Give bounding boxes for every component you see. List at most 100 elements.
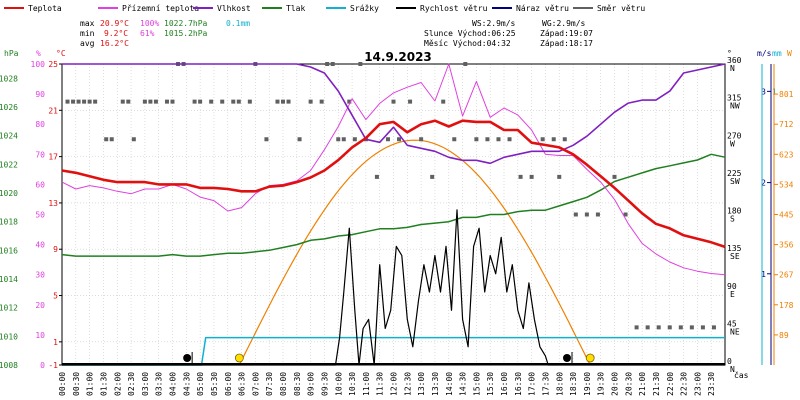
wind-direction-point xyxy=(352,137,357,142)
wind-direction-point xyxy=(634,325,639,330)
wind-direction-point xyxy=(584,212,589,217)
sun-marker xyxy=(234,353,244,363)
stats-max-humidity: 100% xyxy=(140,19,159,28)
wind-direction-point xyxy=(319,99,324,104)
series-line-rychlost-v-tru xyxy=(62,209,725,366)
tick-label-direction-deg: 45 xyxy=(727,319,737,328)
tick-label-temperature: 21 xyxy=(48,106,58,115)
wind-direction-point xyxy=(76,99,81,104)
wind-direction-point xyxy=(557,174,562,179)
tick-label-time: 01:30 xyxy=(99,372,108,396)
wind-direction-point xyxy=(87,99,92,104)
wind-direction-point xyxy=(463,62,468,66)
stats-avg-label: avg xyxy=(80,39,95,48)
tick-label-direction-deg: 90 xyxy=(727,282,737,291)
tick-label-time: 09:30 xyxy=(320,372,329,396)
wind-direction-point xyxy=(452,137,457,142)
tick-label-temperature: 17 xyxy=(48,153,58,162)
wind-direction-point xyxy=(656,325,661,330)
tick-label-humidity: 60 xyxy=(35,180,45,189)
wind-direction-point xyxy=(678,325,683,330)
tick-label-direction-dir: E xyxy=(730,290,735,299)
tick-label-time: 22:30 xyxy=(680,372,689,396)
tick-label-pressure: 1012 xyxy=(0,304,18,313)
tick-label-solar: 623 xyxy=(779,150,794,159)
tick-label-pressure: 1024 xyxy=(0,132,18,141)
tick-label-time: 08:30 xyxy=(293,372,302,396)
tick-label-temperature: 9 xyxy=(53,245,58,254)
tick-label-time: 06:00 xyxy=(224,372,233,396)
tick-label-time: 20:00 xyxy=(611,372,620,396)
tick-label-time: 16:00 xyxy=(500,372,509,396)
tick-label-direction-deg: 0 xyxy=(727,357,732,366)
wind-direction-point xyxy=(104,137,109,142)
tick-label-direction-dir: SW xyxy=(730,177,740,186)
tick-label-time: 05:00 xyxy=(196,372,205,396)
tick-label-time: 23:30 xyxy=(707,372,716,396)
wind-direction-point xyxy=(93,99,98,104)
tick-label-solar: 89 xyxy=(779,331,789,340)
tick-label-time: 04:00 xyxy=(169,372,178,396)
tick-label-direction-dir: N xyxy=(730,365,735,374)
tick-label-time: 07:00 xyxy=(251,372,260,396)
tick-label-humidity: 90 xyxy=(35,90,45,99)
stats-wind-gust: WG:2.9m/s xyxy=(542,19,586,28)
legend-label: Rychlost větru xyxy=(420,4,488,13)
tick-label-direction-deg: 315 xyxy=(727,94,742,103)
wind-direction-point xyxy=(474,137,479,142)
wind-direction-point xyxy=(700,325,705,330)
wind-direction-point xyxy=(612,174,617,179)
tick-label-time: 09:00 xyxy=(307,372,316,396)
tick-label-pressure: 1022 xyxy=(0,160,18,169)
tick-label-direction-deg: 270 xyxy=(727,131,742,140)
tick-label-time: 02:00 xyxy=(113,372,122,396)
wind-direction-point xyxy=(71,99,76,104)
tick-label-temperature: 5 xyxy=(53,292,58,301)
tick-label-time: 08:00 xyxy=(279,372,288,396)
legend-label: Teplota xyxy=(28,4,62,13)
wind-direction-point xyxy=(573,212,578,217)
tick-label-direction-dir: W xyxy=(730,139,735,148)
wind-direction-point xyxy=(65,99,70,104)
wind-direction-point xyxy=(209,99,214,104)
tick-label-solar: 267 xyxy=(779,271,794,280)
sun-marker xyxy=(585,353,595,363)
tick-label-humidity: 0 xyxy=(40,361,45,370)
tick-label-wind: 2 xyxy=(761,179,766,188)
wind-direction-point xyxy=(540,137,545,142)
wind-direction-point xyxy=(247,99,252,104)
stats-moonrise: Měsíc Východ:04:32 xyxy=(424,39,511,48)
tick-label-time: 14:00 xyxy=(445,372,454,396)
tick-label-direction-dir: SE xyxy=(730,252,740,261)
tick-label-time: 12:00 xyxy=(390,372,399,396)
tick-label-time: 13:00 xyxy=(417,372,426,396)
series-line-tlak xyxy=(61,153,726,257)
tick-label-time: 00:00 xyxy=(58,372,67,396)
wind-direction-point xyxy=(164,99,169,104)
axis-unit-humidity: % xyxy=(36,49,41,58)
legend-label: Přízemní teplota xyxy=(122,4,199,13)
tick-label-solar: 534 xyxy=(779,180,794,189)
stats-min-humidity: 61% xyxy=(140,29,155,38)
tick-label-time: 10:30 xyxy=(348,372,357,396)
tick-label-humidity: 30 xyxy=(35,271,45,280)
wind-direction-point xyxy=(341,137,346,142)
tick-label-humidity: 20 xyxy=(35,301,45,310)
wind-direction-point xyxy=(529,174,534,179)
tick-label-pressure: 1008 xyxy=(0,361,18,370)
wind-direction-point xyxy=(286,99,291,104)
stats-sunrise: Slunce Východ:06:25 xyxy=(424,29,516,38)
wind-direction-point xyxy=(198,99,203,104)
wind-direction-point xyxy=(430,174,435,179)
tick-label-solar: 712 xyxy=(779,120,794,129)
wind-direction-point xyxy=(142,99,147,104)
legend-label: Vlhkost xyxy=(217,4,251,13)
wind-direction-point xyxy=(264,137,269,142)
wind-direction-point xyxy=(595,212,600,217)
tick-label-temperature: 13 xyxy=(48,199,58,208)
axis-unit-rain: mm xyxy=(772,49,782,58)
wind-direction-point xyxy=(711,325,716,330)
wind-direction-point xyxy=(441,99,446,104)
stats-max-label: max xyxy=(80,19,95,28)
